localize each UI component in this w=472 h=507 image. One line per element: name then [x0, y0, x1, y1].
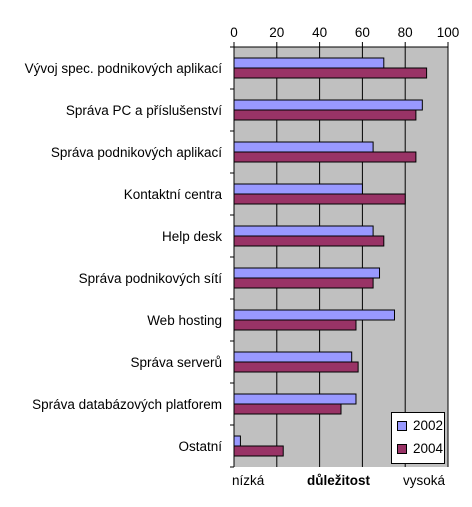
category-label: Správa podnikových aplikací	[51, 145, 222, 160]
category-labels: Vývoj spec. podnikových aplikací Správa P…	[25, 61, 223, 454]
legend-swatch-2004	[397, 444, 407, 455]
bar-2004	[233, 403, 342, 415]
legend-item-2002: 2002	[397, 418, 443, 434]
bar-2002	[233, 183, 363, 195]
bar-2002	[233, 99, 423, 111]
bar-2004	[233, 319, 357, 331]
bar-2004	[233, 361, 359, 373]
category-label: Správa databázových platforem	[32, 397, 222, 412]
bar-2004	[233, 151, 417, 163]
category-label: Help desk	[162, 229, 222, 244]
bar-2002	[233, 309, 395, 321]
bar-2002	[233, 435, 241, 447]
category-label: Správa podnikových sítí	[79, 271, 223, 286]
legend-label-2002: 2002	[413, 418, 444, 433]
legend: 2002 2004	[391, 412, 445, 464]
bar-2004	[233, 109, 417, 121]
x-tick-label: 100	[437, 25, 460, 40]
bar-2004	[233, 277, 374, 289]
category-label: Vývoj spec. podnikových aplikací	[25, 61, 223, 76]
x-tick-label: 80	[398, 25, 413, 40]
x-tick-labels: 0 20 40 60 80 100	[230, 25, 459, 40]
bars	[233, 57, 428, 457]
category-label: Správa PC a příslušenství	[66, 103, 222, 118]
bar-2002	[233, 57, 385, 69]
x-tick-label: 40	[312, 25, 327, 40]
axis-low-label: nízká	[232, 473, 265, 488]
bar-2002	[233, 351, 353, 363]
bar-2002	[233, 393, 357, 405]
bar-2002	[233, 225, 374, 237]
legend-swatch-2002	[397, 421, 407, 432]
category-label: Kontaktní centra	[124, 187, 223, 202]
category-label: Správa serverů	[130, 355, 222, 370]
category-label: Web hosting	[147, 313, 222, 328]
bar-2002	[233, 141, 374, 153]
x-tick-label: 20	[269, 25, 284, 40]
bar-2004	[233, 445, 284, 457]
bar-2004	[233, 67, 428, 79]
x-axis-title: důležitost	[307, 473, 370, 488]
legend-item-2004: 2004	[397, 441, 443, 457]
x-tick-label: 60	[355, 25, 370, 40]
bar-2002	[233, 267, 381, 279]
axis-high-label: vysoká	[403, 473, 446, 488]
axes	[230, 42, 449, 468]
category-label: Ostatní	[178, 439, 222, 454]
bar-2004	[233, 193, 406, 205]
bar-2004	[233, 235, 385, 247]
x-tick-label: 0	[230, 25, 238, 40]
legend-label-2004: 2004	[413, 441, 444, 456]
